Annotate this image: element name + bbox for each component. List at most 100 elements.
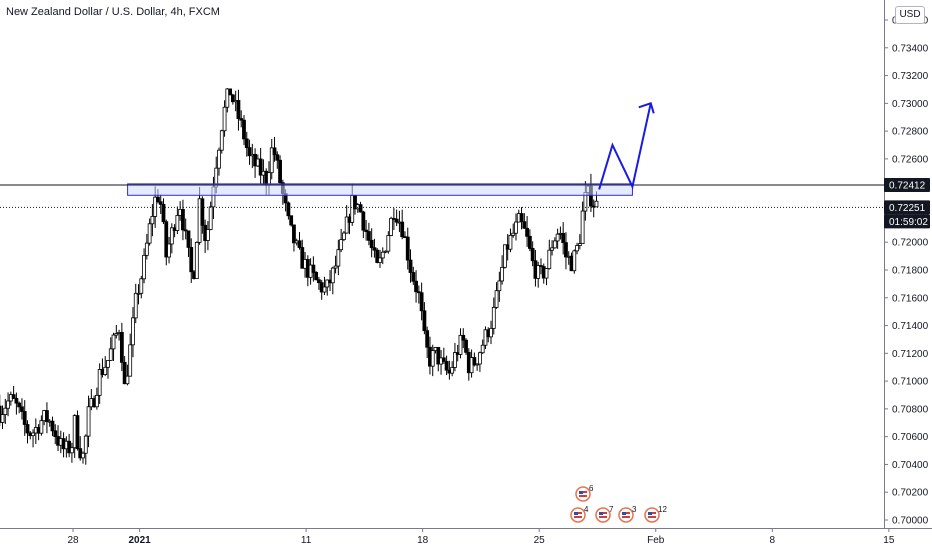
flag-stripe bbox=[599, 516, 607, 518]
candle-down bbox=[200, 198, 205, 226]
time-tick-label: 2021 bbox=[128, 535, 151, 546]
candle-up bbox=[580, 210, 585, 245]
candle-up bbox=[225, 88, 230, 108]
candle-down bbox=[189, 247, 194, 273]
price-tick-label: 0.71000 bbox=[892, 377, 929, 388]
price-tick-label: 0.71800 bbox=[892, 266, 929, 277]
candle-down bbox=[564, 242, 568, 258]
candle-up bbox=[478, 352, 482, 365]
candle-up bbox=[147, 223, 152, 244]
candle-up bbox=[125, 375, 130, 385]
candle-down bbox=[436, 347, 441, 365]
candle-down bbox=[247, 147, 252, 157]
candle-up bbox=[206, 229, 210, 241]
candle-up bbox=[480, 344, 485, 354]
candle-down bbox=[317, 279, 321, 284]
price-tick-label: 0.73400 bbox=[892, 43, 929, 54]
candle-up bbox=[389, 217, 393, 236]
price-tick-label: 0.73200 bbox=[892, 71, 929, 82]
candle-down bbox=[372, 247, 377, 251]
candle-down bbox=[22, 411, 27, 425]
candle-down bbox=[441, 357, 446, 362]
flag-stripe bbox=[648, 516, 656, 518]
candles bbox=[0, 87, 599, 465]
resistance-zone[interactable] bbox=[127, 183, 633, 196]
candle-up bbox=[114, 333, 119, 336]
candle-up bbox=[430, 350, 435, 367]
candle-up bbox=[144, 242, 149, 256]
candle-up bbox=[489, 327, 493, 338]
candle-up bbox=[0, 414, 5, 423]
candle-up bbox=[83, 435, 88, 454]
flag-stripe bbox=[622, 516, 630, 518]
candle-up bbox=[336, 249, 341, 267]
candle-up bbox=[475, 363, 480, 366]
candle-up bbox=[550, 247, 554, 251]
time-tick-label: 15 bbox=[883, 535, 895, 546]
candle-up bbox=[150, 215, 155, 225]
economic-event-marker[interactable]: 12 bbox=[644, 505, 667, 523]
candle-up bbox=[128, 344, 133, 377]
candle-down bbox=[242, 119, 246, 140]
candle-down bbox=[314, 272, 319, 281]
candle-down bbox=[292, 224, 296, 244]
economic-event-marker[interactable]: 3 bbox=[618, 505, 637, 523]
candle-up bbox=[491, 306, 496, 329]
price-tick-label: 0.71400 bbox=[892, 321, 929, 332]
candle-up bbox=[502, 244, 507, 268]
candle-up bbox=[97, 369, 102, 396]
candle-down bbox=[119, 332, 124, 363]
economic-event-marker[interactable]: 6 bbox=[575, 484, 594, 502]
candle-up bbox=[322, 286, 327, 293]
candle-down bbox=[411, 272, 416, 282]
economic-event-marker[interactable]: 4 bbox=[570, 505, 589, 523]
candle-up bbox=[219, 130, 224, 151]
symbol-title: New Zealand Dollar / U.S. Dollar, 4h, FX… bbox=[6, 6, 220, 18]
candle-down bbox=[158, 201, 163, 205]
candle-down bbox=[408, 259, 413, 273]
candle-up bbox=[103, 366, 108, 375]
economic-event-marker[interactable]: 7 bbox=[595, 505, 614, 523]
time-axis[interactable]: 28 2021 11 18 25 Feb 8 15 bbox=[67, 528, 895, 546]
price-tick-label: 0.70400 bbox=[892, 460, 929, 471]
time-tick-label: 8 bbox=[770, 535, 776, 546]
flag-stripe bbox=[574, 516, 582, 518]
candle-up bbox=[31, 432, 35, 437]
candle-up bbox=[547, 249, 552, 269]
candle-up bbox=[339, 239, 344, 251]
candle-up bbox=[6, 400, 10, 409]
candle-down bbox=[230, 94, 235, 103]
candle-down bbox=[258, 158, 263, 176]
candle-down bbox=[164, 221, 169, 258]
candle-up bbox=[380, 251, 385, 259]
candle-down bbox=[67, 440, 72, 454]
candle-up bbox=[131, 317, 135, 346]
candle-down bbox=[522, 221, 527, 229]
candle-down bbox=[286, 202, 291, 217]
price-tick-label: 0.72000 bbox=[892, 238, 929, 249]
candle-up bbox=[167, 243, 171, 258]
candle-down bbox=[369, 239, 374, 249]
time-tick-label: Feb bbox=[647, 535, 665, 546]
projection-path[interactable] bbox=[598, 103, 652, 190]
candle-down bbox=[472, 357, 477, 366]
candle-up bbox=[450, 367, 455, 374]
event-count: 7 bbox=[609, 505, 614, 514]
resistance-price-tag-bg bbox=[884, 178, 930, 192]
candle-up bbox=[133, 292, 138, 319]
candle-up bbox=[342, 232, 346, 241]
candle-down bbox=[50, 420, 55, 432]
time-tick-label: 18 bbox=[417, 535, 429, 546]
event-count: 6 bbox=[589, 484, 594, 493]
candle-up bbox=[378, 257, 382, 263]
candle-up bbox=[514, 221, 518, 234]
currency-button[interactable]: USD bbox=[895, 6, 925, 24]
candle-down bbox=[45, 410, 49, 423]
candle-down bbox=[405, 236, 410, 261]
candle-down bbox=[375, 249, 380, 263]
candle-down bbox=[275, 154, 280, 161]
flag-stripe bbox=[579, 495, 587, 497]
candle-up bbox=[86, 406, 91, 437]
time-tick-label: 25 bbox=[534, 535, 546, 546]
